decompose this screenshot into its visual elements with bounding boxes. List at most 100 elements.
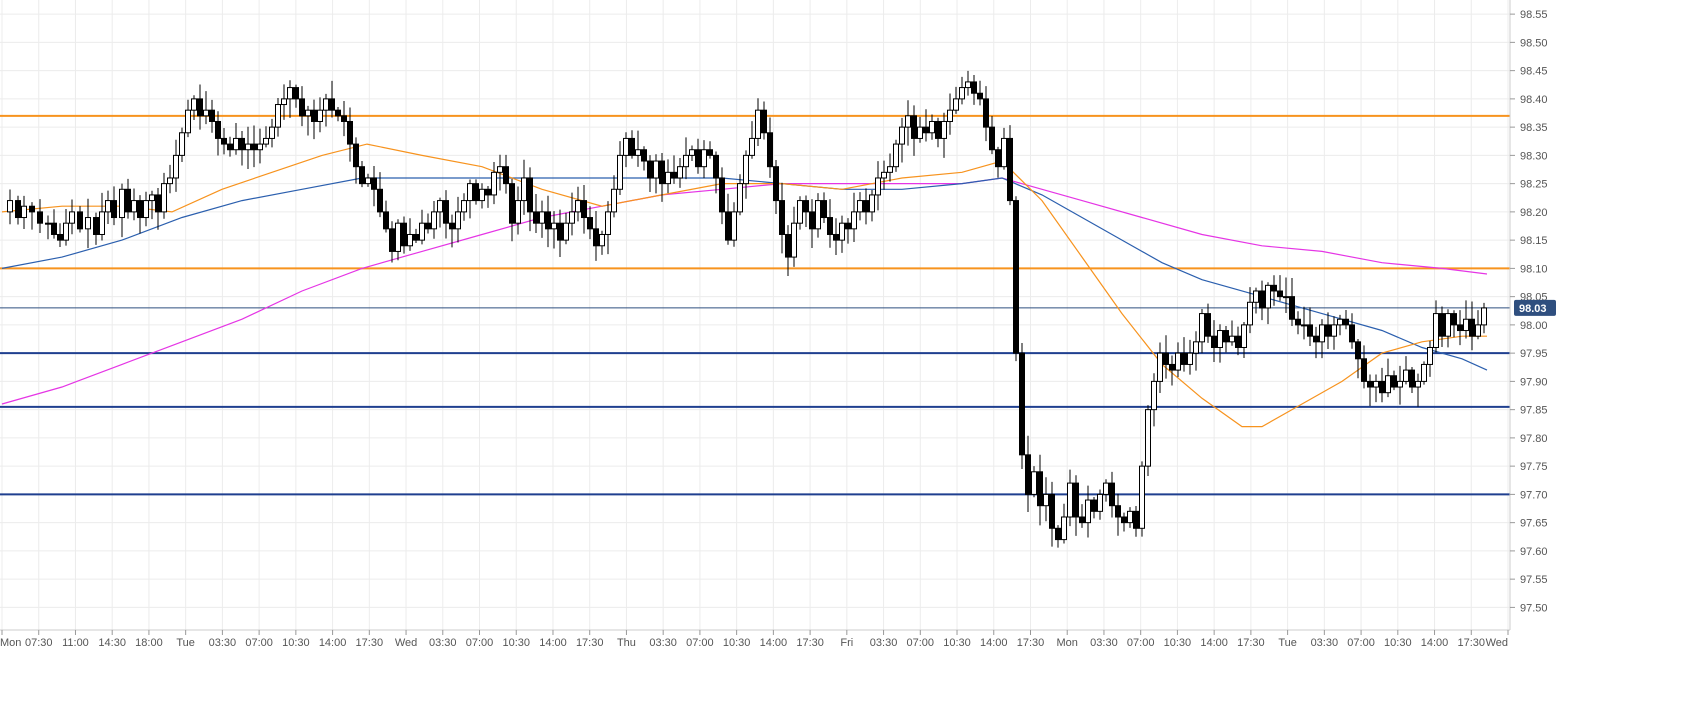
- candle-down: [125, 188, 131, 213]
- candle-down: [93, 217, 99, 235]
- candle-up: [617, 154, 623, 190]
- candle-up: [1421, 363, 1427, 382]
- candle-down: [1115, 505, 1121, 518]
- candle-up: [1427, 346, 1433, 365]
- y-tick-label: 98.35: [1520, 122, 1548, 134]
- candle-up: [635, 149, 641, 156]
- candle-up: [599, 233, 605, 247]
- y-tick-label: 98.00: [1520, 320, 1548, 332]
- candle-down: [77, 211, 83, 230]
- candle-down: [845, 222, 851, 230]
- x-tick-label: 10:30: [282, 637, 310, 649]
- candle-down: [629, 137, 635, 156]
- candle-up: [323, 98, 329, 111]
- candle-down: [1361, 358, 1367, 382]
- candle-down: [1313, 335, 1319, 343]
- candle-up: [431, 211, 437, 230]
- candle-up: [857, 200, 863, 213]
- candle-down: [983, 98, 989, 128]
- candle-up: [791, 222, 797, 258]
- x-tick-label: Tue: [1278, 637, 1297, 649]
- y-tick-label: 98.55: [1520, 9, 1548, 21]
- candle-down: [1025, 454, 1031, 495]
- candle-up: [85, 217, 91, 230]
- x-tick-label: 07:00: [1127, 637, 1155, 649]
- x-tick-label: Wed: [395, 637, 417, 649]
- candle-down: [935, 120, 941, 139]
- candle-down: [341, 115, 347, 122]
- candle-up: [419, 222, 425, 241]
- candle-down: [827, 217, 833, 235]
- candle-down: [593, 228, 599, 247]
- candle-up: [1475, 324, 1481, 337]
- candle-down: [1439, 313, 1445, 337]
- sma-50-line: [1, 143, 1487, 428]
- candle-down: [1307, 324, 1313, 337]
- candle-up: [1403, 369, 1409, 382]
- candle-down: [911, 115, 917, 139]
- candle-down: [671, 171, 677, 179]
- candle-up: [893, 143, 899, 168]
- candle-up: [515, 200, 521, 224]
- candle-up: [1481, 307, 1487, 326]
- candle-down: [557, 222, 563, 241]
- candle-up: [1175, 352, 1181, 371]
- candle-down: [137, 200, 143, 219]
- candle-down: [1205, 313, 1211, 337]
- candle-down: [977, 92, 983, 100]
- candle-up: [1043, 493, 1049, 507]
- candle-down: [1367, 380, 1373, 388]
- candle-up: [881, 171, 887, 179]
- y-tick-label: 97.75: [1520, 461, 1548, 473]
- candle-down: [1391, 375, 1397, 388]
- candle-up: [623, 137, 629, 156]
- candle-down: [545, 211, 551, 230]
- candle-up: [905, 115, 911, 128]
- y-tick-label: 97.95: [1520, 348, 1548, 360]
- candle-down: [821, 200, 827, 219]
- candle-up: [131, 200, 137, 213]
- x-tick-label: 17:30: [1237, 637, 1265, 649]
- candle-down: [401, 222, 407, 247]
- candle-up: [45, 222, 51, 225]
- candle-up: [467, 183, 473, 202]
- candle-up: [461, 200, 467, 213]
- candle-up: [7, 200, 13, 213]
- candle-up: [99, 211, 105, 235]
- candle-down: [989, 126, 995, 151]
- candle-down: [1073, 482, 1079, 518]
- candle-down: [1325, 324, 1331, 337]
- candle-down: [1457, 324, 1463, 332]
- candle-down: [707, 149, 713, 156]
- candle-down: [1163, 352, 1169, 365]
- candle-up: [167, 177, 173, 185]
- candle-up: [551, 222, 557, 230]
- candle-down: [1049, 493, 1055, 529]
- x-tick-label: 14:00: [980, 637, 1008, 649]
- candle-up: [1247, 301, 1253, 326]
- candle-up: [1253, 290, 1259, 303]
- candle-down: [377, 188, 383, 213]
- y-axis: 98.55 98.50 98.45 98.40 98.35 98.30 98.25 98.20…: [1509, 0, 1707, 712]
- candle-up: [269, 126, 275, 139]
- candle-up: [1385, 375, 1391, 394]
- x-tick-label: 03:30: [429, 637, 457, 649]
- candle-up: [689, 149, 695, 156]
- candle-down: [425, 222, 431, 230]
- candle-down: [509, 183, 515, 224]
- candle-down: [971, 81, 977, 94]
- candle-down: [533, 211, 539, 224]
- candle-up: [1199, 313, 1205, 343]
- y-tick-label: 98.30: [1520, 150, 1548, 162]
- candle-down: [1121, 516, 1127, 524]
- candle-up: [749, 137, 755, 156]
- x-tick-label: 07:00: [466, 637, 494, 649]
- x-tick-label: 07:00: [1347, 637, 1375, 649]
- candle-up: [1397, 380, 1403, 388]
- x-tick-label: 03:30: [1090, 637, 1118, 649]
- x-tick-label: 07:00: [245, 637, 273, 649]
- candle-down: [299, 98, 305, 117]
- candle-up: [1151, 380, 1157, 411]
- y-tick-label: 97.90: [1520, 376, 1548, 388]
